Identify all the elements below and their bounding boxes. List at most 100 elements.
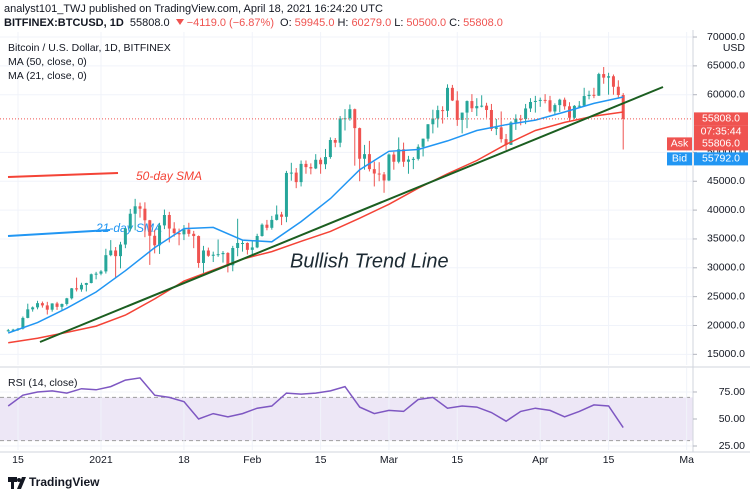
bid-tag-bg bbox=[694, 152, 748, 166]
candle-body bbox=[153, 235, 157, 246]
candle-body bbox=[455, 100, 459, 120]
ohlc-value: 55808.0 bbox=[463, 17, 503, 29]
trend-line bbox=[39, 86, 664, 343]
candle-body bbox=[226, 252, 230, 266]
last-price-tag-bg bbox=[694, 112, 748, 126]
candle-body bbox=[265, 224, 269, 228]
candle-body bbox=[485, 105, 489, 110]
candle-body bbox=[26, 309, 30, 318]
candle-body bbox=[206, 250, 210, 256]
ohlc-value: 59945.0 bbox=[294, 17, 335, 29]
candle-body bbox=[431, 118, 435, 125]
candle-body bbox=[109, 250, 113, 256]
candle-body bbox=[50, 303, 54, 310]
candle-body bbox=[377, 173, 381, 175]
bid-tag: 55792.0 bbox=[702, 153, 740, 165]
y-tick-label: 15000.0 bbox=[707, 348, 745, 360]
brand: TradingView bbox=[29, 475, 100, 489]
y-tick-label: 65000.0 bbox=[707, 60, 745, 72]
candle-body bbox=[270, 219, 274, 228]
candle-body bbox=[426, 124, 430, 139]
y-tick-label: 60000.0 bbox=[707, 88, 745, 100]
candle-body bbox=[275, 214, 279, 220]
candle-body bbox=[372, 169, 376, 174]
candle-body bbox=[568, 106, 572, 118]
candle-body bbox=[36, 303, 40, 308]
header: analyst101_TWJ published on TradingView.… bbox=[4, 2, 746, 30]
ask-name: Ask bbox=[671, 138, 689, 150]
candle-body bbox=[211, 254, 215, 256]
candle-body bbox=[182, 229, 186, 235]
y-tick-label: 25.00 bbox=[719, 440, 745, 452]
x-tick-label: Feb bbox=[243, 454, 261, 466]
candle-body bbox=[597, 74, 601, 96]
candle-body bbox=[558, 99, 562, 106]
candle-body bbox=[602, 74, 606, 78]
candle-body bbox=[519, 118, 523, 120]
candle-body bbox=[84, 283, 88, 285]
line bbox=[7, 96, 624, 334]
candle-body bbox=[392, 154, 396, 162]
countdown-tag-bg bbox=[694, 125, 748, 139]
candle-body bbox=[338, 118, 342, 143]
candle-body bbox=[197, 236, 201, 263]
candle-body bbox=[128, 213, 132, 229]
legend-entry: RSI (14, close) bbox=[8, 377, 77, 389]
candle-body bbox=[138, 206, 142, 209]
ohlc-label: H: bbox=[337, 17, 349, 29]
symbol: BITFINEX:BTCUSD, 1D bbox=[4, 17, 124, 29]
x-tick-label: 15 bbox=[451, 454, 463, 466]
candle-body bbox=[358, 128, 362, 159]
candle-body bbox=[304, 163, 308, 168]
candle-body bbox=[319, 159, 323, 165]
candle-body bbox=[89, 274, 93, 284]
axis-unit: USD bbox=[723, 42, 746, 54]
candle-body bbox=[289, 172, 293, 174]
candle-body bbox=[524, 108, 528, 120]
candle-body bbox=[299, 163, 303, 183]
y-tick-label: 35000.0 bbox=[707, 233, 745, 245]
candle-body bbox=[114, 250, 118, 257]
candle-body bbox=[621, 95, 625, 119]
candle-body bbox=[533, 100, 537, 102]
candle-body bbox=[99, 271, 103, 274]
y-tick-label: 75.00 bbox=[719, 386, 745, 398]
candle-body bbox=[528, 101, 532, 109]
candle-body bbox=[494, 127, 498, 129]
candle-body bbox=[402, 149, 406, 162]
ohlc: O: 59945.0 H: 60279.0 L: 50500.0 C: 55808.0 bbox=[280, 17, 506, 29]
candle-body bbox=[177, 233, 181, 235]
candle-body bbox=[416, 146, 420, 159]
x-tick-label: Apr bbox=[532, 454, 549, 466]
candle-body bbox=[11, 329, 15, 331]
x-tick-label: 15 bbox=[603, 454, 615, 466]
candle-body bbox=[79, 284, 83, 290]
mark-layer bbox=[0, 67, 693, 429]
candle-body bbox=[509, 122, 513, 145]
annotation: 50-day SMA bbox=[136, 169, 202, 183]
candle-body bbox=[260, 224, 264, 236]
candle-body bbox=[514, 118, 518, 123]
candle-body bbox=[40, 303, 44, 306]
candle-body bbox=[450, 87, 454, 101]
line bbox=[8, 111, 624, 344]
candle-body bbox=[387, 154, 391, 181]
candle-body bbox=[250, 247, 254, 250]
candle-body bbox=[582, 96, 586, 106]
candle-body bbox=[577, 105, 581, 107]
candle-body bbox=[201, 250, 205, 263]
y-tick-label: 30000.0 bbox=[707, 262, 745, 274]
candle-body bbox=[294, 172, 298, 183]
candle-body bbox=[216, 254, 220, 256]
down-arrow bbox=[175, 19, 184, 25]
y-tick-label: 20000.0 bbox=[707, 319, 745, 331]
candle-body bbox=[75, 288, 79, 290]
front-layer: Bullish Trend Line Bitcoin / U.S. Dollar… bbox=[0, 30, 750, 489]
candle-body bbox=[470, 101, 474, 109]
candle-body bbox=[616, 86, 620, 96]
ask-name-bg bbox=[667, 137, 692, 151]
candle-body bbox=[499, 127, 503, 140]
candle-body bbox=[45, 305, 49, 310]
